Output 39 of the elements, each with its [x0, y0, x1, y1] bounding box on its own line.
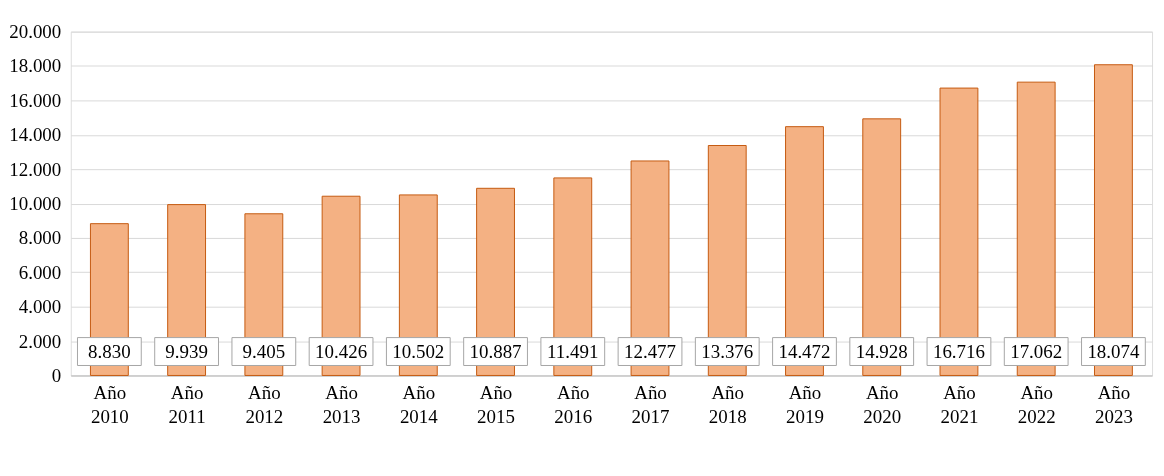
text: 18.074 — [1087, 340, 1140, 362]
text: 9.939 — [165, 340, 208, 362]
y-tick-label: 2.000 — [18, 330, 62, 352]
x-tick-label: Año 2011 — [168, 381, 206, 427]
x-tick-label: Año 2019 — [786, 381, 824, 427]
text: 12.477 — [623, 340, 677, 362]
x-tick-label: Año 2023 — [1095, 381, 1133, 427]
text: 8.830 — [88, 340, 131, 362]
text: 10.426 — [315, 340, 368, 362]
text: 17.062 — [1010, 340, 1063, 362]
y-tick-label: 14.000 — [9, 124, 62, 146]
text: 11.491 — [547, 340, 599, 362]
y-tick-label: 12.000 — [9, 158, 62, 180]
x-tick-label: Año 2013 — [322, 381, 361, 427]
x-tick-label: Año 2017 — [631, 381, 670, 427]
x-tick-label: Año 2014 — [399, 381, 439, 427]
text: 9.405 — [242, 340, 286, 362]
x-tick-label: Año 2012 — [245, 381, 284, 427]
text: 16.716 — [932, 340, 985, 362]
text: 14.472 — [778, 340, 831, 362]
y-tick-label: 4.000 — [18, 296, 62, 318]
x-tick-label: Año 2016 — [554, 381, 593, 427]
x-tick-label: Año 2021 — [940, 381, 979, 427]
y-tick-label: 0 — [51, 364, 62, 386]
y-tick-label: 10.000 — [9, 193, 62, 215]
text: 10.887 — [469, 340, 522, 362]
y-tick-label: 16.000 — [9, 89, 62, 111]
x-tick-label: Año 2020 — [863, 381, 902, 427]
y-tick-label: 6.000 — [18, 261, 62, 283]
text: 10.502 — [392, 340, 445, 362]
x-tick-label: Año 2015 — [477, 381, 515, 427]
x-tick-label: Año 2022 — [1017, 381, 1056, 427]
x-tick-label: Año 2010 — [90, 381, 129, 427]
text: 13.376 — [701, 340, 754, 362]
y-tick-label: 20.000 — [9, 21, 62, 43]
text: 14.928 — [855, 340, 908, 362]
y-tick-label: 8.000 — [18, 227, 62, 249]
x-tick-label: Año 2018 — [708, 381, 747, 427]
y-tick-label: 18.000 — [9, 55, 62, 77]
